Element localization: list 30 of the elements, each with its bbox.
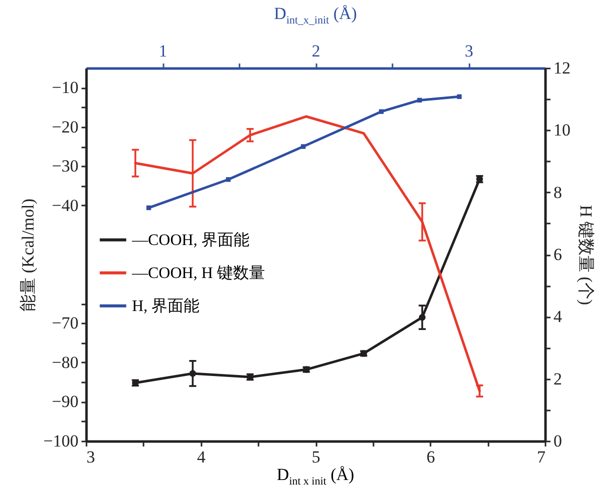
y-tick-label: −30 xyxy=(52,156,78,176)
x2-axis-title: D$_{int_x_init}$ (Å) xyxy=(274,4,357,26)
y-tick-label: −80 xyxy=(52,352,78,372)
y-tick-label: −40 xyxy=(52,196,78,215)
y2-tick-label: 12 xyxy=(554,58,570,78)
y2-tick-label: 10 xyxy=(554,120,570,140)
y2-axis-title: H 键数量 (个) xyxy=(576,204,596,306)
y2-tick-label: 4 xyxy=(554,307,562,326)
x2-tick-label: 3 xyxy=(464,42,474,60)
x-tick-label: 5 xyxy=(312,448,320,466)
x2-tick-label: 2 xyxy=(312,42,320,60)
y2-tick-label: 0 xyxy=(554,432,562,450)
y2-tick-label: 8 xyxy=(554,182,562,202)
x-tick-label: 4 xyxy=(197,448,206,466)
legend-label: H, 界面能 xyxy=(132,296,200,315)
x-axis-title: D$_{int x init}$ (Å) xyxy=(276,465,354,488)
y-tick-label: −10 xyxy=(52,78,78,98)
legend-label: —COOH, 界面能 xyxy=(131,230,250,249)
y-axis-title: 能量 (Kcal/mol) xyxy=(18,198,38,312)
y2-tick-label: 2 xyxy=(554,369,562,388)
x-tick-label: 7 xyxy=(537,448,546,466)
y-tick-label: −90 xyxy=(52,392,78,412)
y-tick-label: −20 xyxy=(52,117,78,136)
x-tick-label: 6 xyxy=(426,448,435,466)
legend-label: —COOH, H 键数量 xyxy=(131,264,265,282)
y2-tick-label: 6 xyxy=(554,245,562,264)
y-tick-label: −100 xyxy=(43,432,78,450)
y-tick-label: −70 xyxy=(52,314,78,333)
x2-tick-label: 1 xyxy=(158,42,168,60)
x-tick-label: 3 xyxy=(86,448,95,466)
